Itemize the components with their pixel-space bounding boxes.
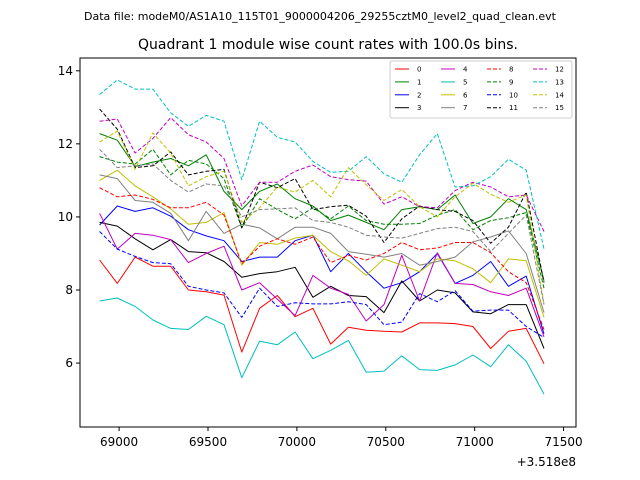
y-axis: 6 8 10 12 14 bbox=[58, 64, 80, 370]
legend-label-10: 10 bbox=[509, 91, 518, 99]
series-line-14 bbox=[99, 130, 545, 304]
x-axis: 69000 69500 70000 70500 71000 71500 bbox=[100, 427, 583, 449]
x-tick-label: 70500 bbox=[367, 435, 405, 449]
y-tick-label: 14 bbox=[58, 64, 73, 78]
legend-label-0: 0 bbox=[417, 66, 421, 74]
axes-frame bbox=[79, 57, 577, 428]
legend-label-1: 1 bbox=[417, 78, 421, 86]
legend-label-7: 7 bbox=[463, 104, 467, 112]
legend-label-11: 11 bbox=[509, 104, 518, 112]
series-line-4 bbox=[99, 213, 545, 337]
legend-label-14: 14 bbox=[555, 91, 564, 99]
y-tick-label: 12 bbox=[58, 137, 73, 151]
y-tick-label: 10 bbox=[58, 210, 73, 224]
y-tick-label: 6 bbox=[65, 356, 73, 370]
series-line-15 bbox=[99, 148, 545, 305]
legend-label-15: 15 bbox=[555, 104, 564, 112]
y-tick-label: 8 bbox=[65, 283, 73, 297]
x-tick-label: 69000 bbox=[100, 435, 138, 449]
series-line-0 bbox=[99, 256, 545, 365]
plot-lines bbox=[99, 79, 545, 395]
legend-label-2: 2 bbox=[417, 91, 421, 99]
series-line-11 bbox=[99, 108, 545, 283]
x-tick-label: 70000 bbox=[278, 435, 316, 449]
x-tick-label: 69500 bbox=[189, 435, 227, 449]
series-line-6 bbox=[99, 169, 545, 318]
x-tick-label: 71000 bbox=[456, 435, 494, 449]
legend-label-6: 6 bbox=[463, 91, 468, 99]
legend-label-5: 5 bbox=[463, 78, 467, 86]
chart-title: Quadrant 1 module wise count rates with … bbox=[138, 37, 518, 53]
x-offset-label: +3.518e8 bbox=[517, 455, 576, 469]
series-line-7 bbox=[99, 174, 545, 313]
series-line-12 bbox=[99, 117, 545, 232]
legend-label-9: 9 bbox=[509, 78, 513, 86]
series-line-9 bbox=[99, 148, 545, 289]
series-line-8 bbox=[99, 187, 545, 330]
legend-label-8: 8 bbox=[509, 66, 513, 74]
legend-label-12: 12 bbox=[555, 66, 564, 74]
legend-box bbox=[389, 60, 573, 119]
legend-label-4: 4 bbox=[463, 66, 468, 74]
series-line-3 bbox=[99, 221, 545, 349]
datafile-header: Data file: modeM0/AS1A10_115T01_90000042… bbox=[84, 10, 557, 23]
legend-label-13: 13 bbox=[555, 78, 564, 86]
legend-label-3: 3 bbox=[417, 104, 421, 112]
series-line-5 bbox=[99, 297, 545, 395]
series-line-10 bbox=[99, 231, 545, 338]
x-tick-label: 71500 bbox=[544, 435, 582, 449]
